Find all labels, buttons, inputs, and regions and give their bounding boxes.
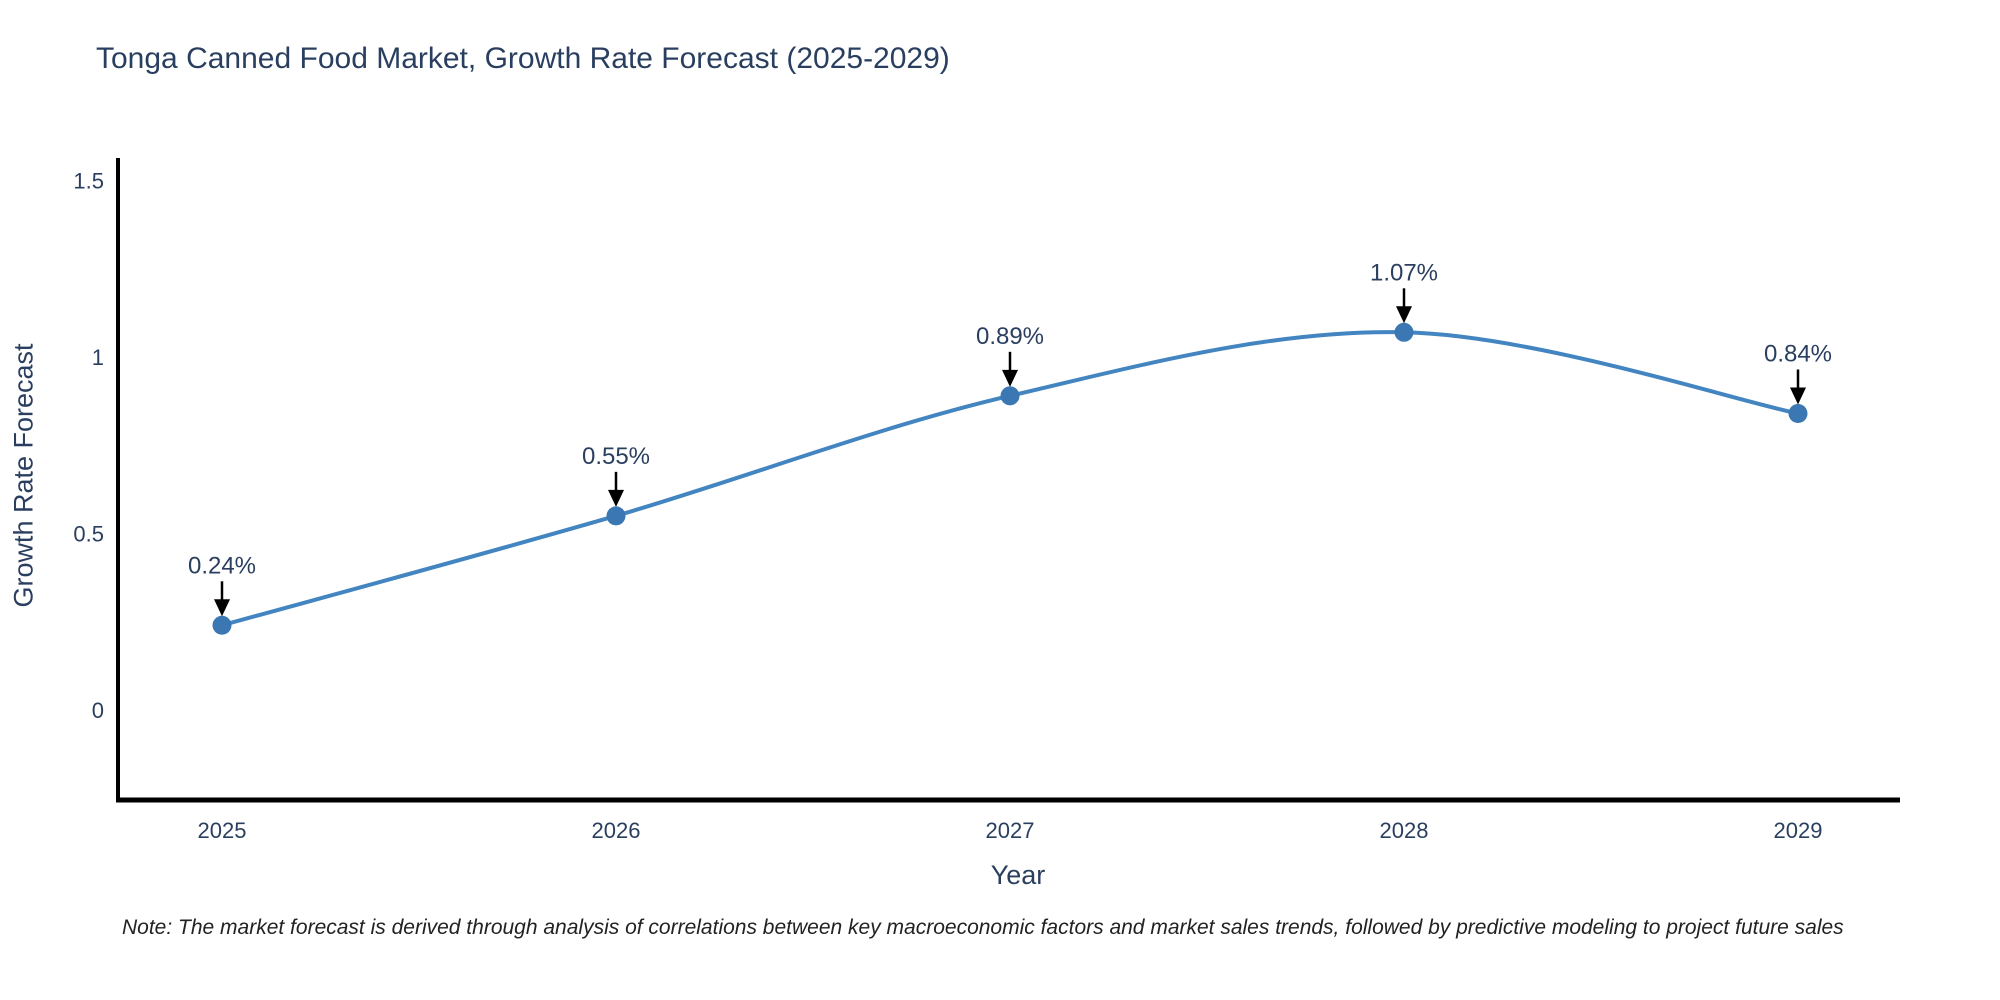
data-point-label: 0.89% [976,323,1044,350]
y-tick-label: 1 [92,345,104,370]
annotation-arrowhead [214,599,230,617]
x-tick-label: 2027 [986,818,1035,843]
x-tick-label: 2028 [1380,818,1429,843]
data-point-marker [1394,322,1414,342]
data-point-marker [1788,403,1808,423]
annotation-arrowhead [1002,369,1018,387]
data-point-label: 0.24% [188,552,256,579]
data-point-marker [1000,386,1020,406]
x-tick-label: 2029 [1774,818,1823,843]
y-tick-label: 0.5 [73,522,104,547]
data-point-label: 0.84% [1764,340,1832,367]
annotation-arrowhead [608,489,624,507]
footnote: Note: The market forecast is derived thr… [122,916,1844,939]
x-tick-label: 2026 [592,818,641,843]
y-axis-title: Growth Rate Forecast [8,343,39,608]
data-point-marker [212,615,232,635]
data-point-label: 1.07% [1370,259,1438,286]
annotation-arrowhead [1396,306,1412,324]
y-tick-label: 0 [92,698,104,723]
x-tick-label: 2025 [198,818,247,843]
chart-title: Tonga Canned Food Market, Growth Rate Fo… [96,42,950,75]
x-axis-title: Year [990,860,1046,890]
y-tick-label: 1.5 [73,169,104,194]
data-point-label: 0.55% [582,443,650,470]
data-point-marker [606,506,626,526]
annotation-arrowhead [1790,387,1806,405]
